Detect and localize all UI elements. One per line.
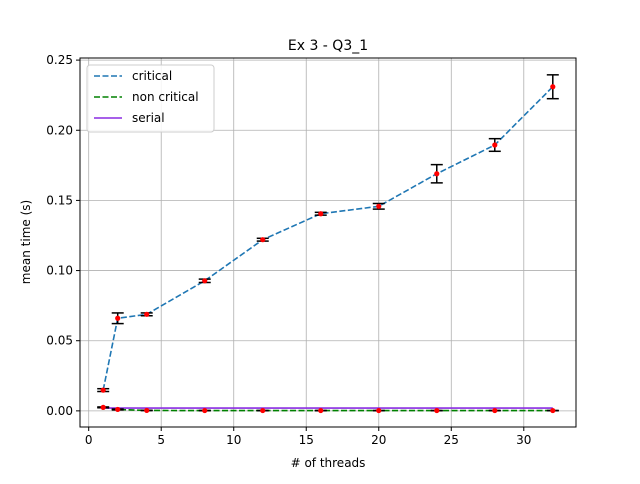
x-axis-ticks: 0 5 10 15 20 25 30 <box>85 427 531 447</box>
data-point <box>260 237 266 243</box>
y-axis-label: mean time (s) <box>19 200 33 284</box>
data-point <box>376 203 382 209</box>
data-point <box>550 84 556 90</box>
x-tick-label: 10 <box>226 433 241 447</box>
legend: critical non critical serial <box>86 64 215 133</box>
x-tick-label: 0 <box>85 433 93 447</box>
x-tick-label: 15 <box>299 433 314 447</box>
x-axis-label: # of threads <box>291 456 366 470</box>
chart-title: Ex 3 - Q3_1 <box>288 38 368 54</box>
data-point <box>260 407 266 414</box>
y-tick-label: 0.05 <box>46 334 73 348</box>
y-tick-label: 0.15 <box>46 193 73 207</box>
data-point <box>492 407 498 414</box>
x-tick-label: 30 <box>516 433 531 447</box>
data-point <box>144 311 150 317</box>
data-point <box>100 404 106 410</box>
x-tick-label: 5 <box>157 433 165 447</box>
data-point <box>434 407 440 414</box>
legend-label: critical <box>132 69 172 83</box>
data-point <box>492 142 498 148</box>
legend-box <box>86 64 215 133</box>
data-point <box>318 211 324 217</box>
data-point <box>318 407 324 414</box>
y-tick-label: 0.20 <box>46 123 73 137</box>
data-point <box>550 407 556 414</box>
data-point <box>115 315 121 321</box>
series-line-critical <box>102 86 554 391</box>
x-tick-label: 25 <box>444 433 459 447</box>
y-tick-label: 0.00 <box>46 404 73 418</box>
data-point <box>434 171 440 177</box>
y-tick-label: 0.25 <box>46 53 73 67</box>
y-axis-ticks: 0.00 0.05 0.10 0.15 0.20 0.25 <box>46 53 80 418</box>
data-point <box>376 407 382 414</box>
legend-label: serial <box>132 111 165 125</box>
y-tick-label: 0.10 <box>46 264 73 278</box>
data-point <box>202 278 208 284</box>
x-tick-label: 20 <box>371 433 386 447</box>
data-point <box>100 387 106 393</box>
legend-label: non critical <box>132 90 199 104</box>
data-markers <box>100 84 556 414</box>
data-point <box>202 407 208 414</box>
data-point <box>144 407 150 414</box>
plot-frame <box>79 57 577 428</box>
series-line-non-critical <box>103 406 553 412</box>
series-lines <box>102 86 554 412</box>
data-point <box>115 406 121 413</box>
